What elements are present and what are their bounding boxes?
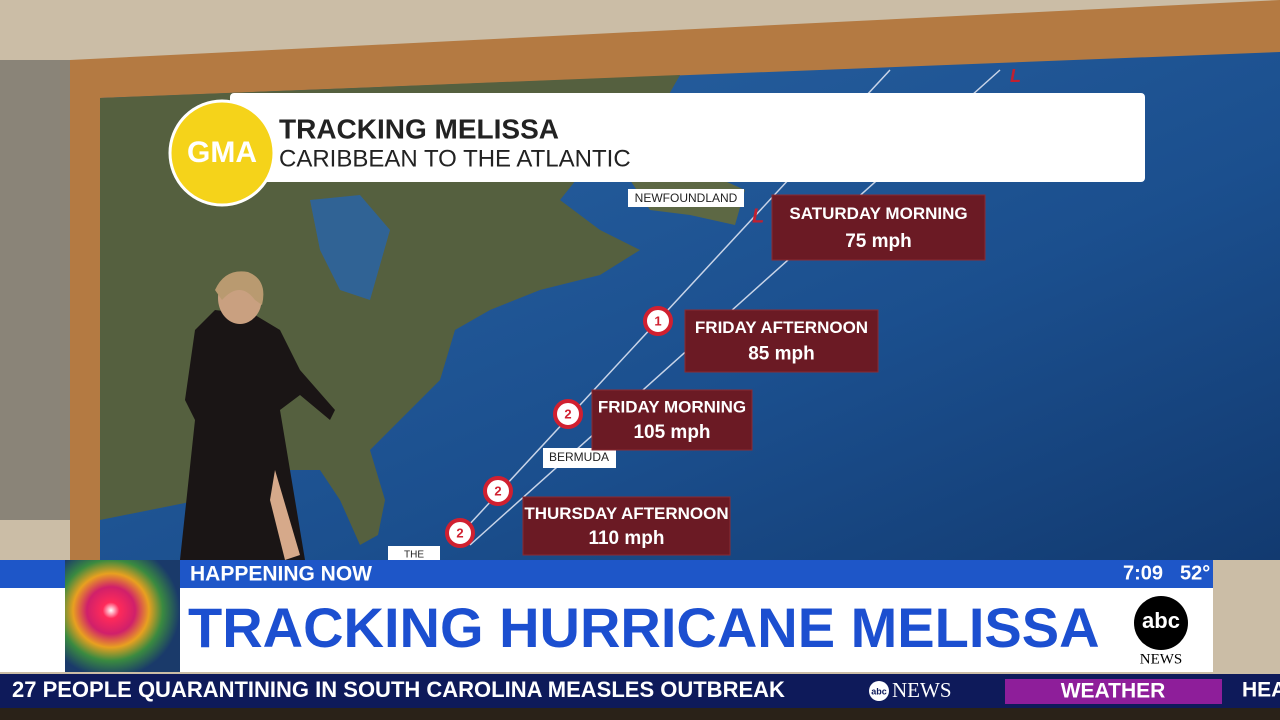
storm-icon xyxy=(483,476,513,506)
ticker-news: NEWS xyxy=(892,678,952,702)
forecast-wind: 110 mph xyxy=(588,528,664,549)
temperature: 52° xyxy=(1180,562,1210,584)
title-bar xyxy=(230,93,1145,182)
forecast-time: FRIDAY MORNING xyxy=(598,397,746,416)
map-label: THE xyxy=(404,550,424,561)
subtitle: CARIBBEAN TO THE ATLANTIC xyxy=(279,145,631,172)
map-label-box xyxy=(543,448,616,468)
next-segment: HEA xyxy=(1242,679,1280,702)
low-pressure: L xyxy=(752,205,764,227)
ticker-abc-text: abc xyxy=(871,686,887,696)
satellite-thumbnail xyxy=(65,560,180,672)
map-great-lakes xyxy=(310,195,390,300)
presenter-hair xyxy=(215,271,264,305)
time: 7:09 xyxy=(1123,562,1163,584)
forecast-box xyxy=(684,309,879,373)
storm-category: 2 xyxy=(456,525,463,540)
map-label: BERMUDA xyxy=(549,450,609,464)
storm-category: 2 xyxy=(564,406,571,421)
ticker-abc-logo xyxy=(869,681,889,701)
map-label-box xyxy=(628,189,744,207)
kicker: HAPPENING NOW xyxy=(190,563,372,586)
segment-box xyxy=(1005,679,1222,704)
ticker-headline: 27 PEOPLE QUARANTINING IN SOUTH CAROLINA… xyxy=(12,677,785,702)
abc-logo-text: abc xyxy=(1142,608,1180,633)
map-label-box xyxy=(388,546,440,562)
floor xyxy=(0,708,1280,720)
forecast-wind: 105 mph xyxy=(633,422,710,443)
map-label: NEWFOUNDLAND xyxy=(635,191,738,205)
headline: TRACKING HURRICANE MELISSA xyxy=(188,596,1100,659)
title: TRACKING MELISSA xyxy=(279,113,559,144)
forecast-wind: 85 mph xyxy=(748,344,815,365)
storm-icon xyxy=(445,518,475,548)
low-pressure: L xyxy=(1010,66,1021,86)
storm-category: 2 xyxy=(494,483,501,498)
storm-icon xyxy=(553,399,583,429)
segment: WEATHER xyxy=(1061,680,1166,703)
gma-logo-text: GMA xyxy=(187,136,257,169)
forecast-box xyxy=(771,194,986,261)
forecast-time: SATURDAY MORNING xyxy=(789,204,967,223)
kicker-bar xyxy=(0,560,1110,588)
abc-logo xyxy=(1134,596,1188,650)
forecast-time: FRIDAY AFTERNOON xyxy=(695,318,868,337)
forecast-box xyxy=(522,496,731,556)
headline-bar xyxy=(0,588,1110,672)
network-name: NEWS xyxy=(1140,651,1183,667)
presenter-leg xyxy=(270,470,300,560)
presenter xyxy=(180,310,335,560)
storm-icon xyxy=(643,306,673,336)
forecast-wind: 75 mph xyxy=(845,231,912,252)
forecast-time: THURSDAY AFTERNOON xyxy=(524,504,728,523)
studio-shelves xyxy=(0,60,80,520)
storm-category: 1 xyxy=(654,313,661,328)
forecast-box xyxy=(591,389,753,451)
gma-logo xyxy=(168,99,276,207)
clock-bar xyxy=(1110,560,1213,588)
